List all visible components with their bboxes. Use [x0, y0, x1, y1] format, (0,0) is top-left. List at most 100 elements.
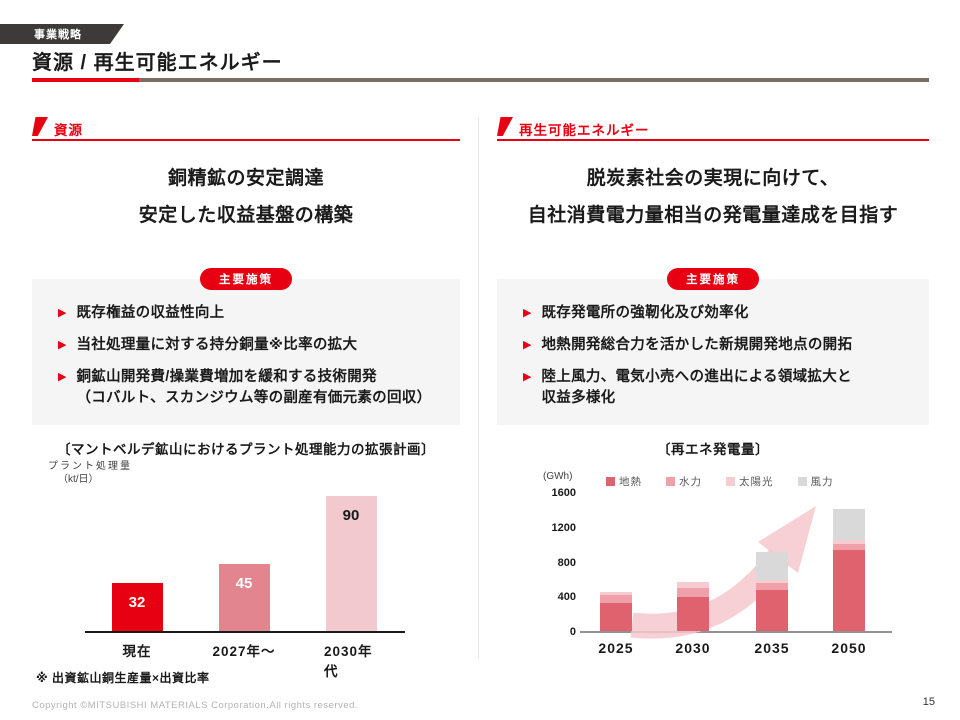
legend-label: 太陽光 — [739, 476, 774, 488]
segment-太陽光 — [756, 579, 788, 584]
title-underline — [32, 78, 929, 82]
title-underline-red — [32, 78, 139, 82]
left-chart-ylabel-unit: （kt/日） — [58, 474, 99, 485]
bullet-text-line: 当社処理量に対する持分銅量※比率の拡大 — [76, 337, 358, 353]
right-chart-title: 〔再エネ発電量〕 — [657, 442, 769, 457]
segment-太陽光 — [833, 539, 865, 545]
bullet-item: ▶ 地熱開発総合力を活かした新規開発地点の開拓 — [523, 335, 919, 356]
right-chart-xaxis-labels: 2025 2030 2035 2050 — [580, 640, 892, 660]
right-measures-badge: 主要施策 — [667, 268, 759, 290]
bullet-triangle-icon: ▶ — [523, 307, 532, 319]
bullet-text-line: 銅鉱山開発費/操業費増加を緩和する技術開発 — [76, 369, 377, 385]
segment-水力 — [677, 588, 709, 597]
legend-swatch-icon — [666, 477, 675, 486]
xaxis-label: 2035 — [754, 640, 790, 656]
right-key-message-line1: 脱炭素社会の実現に向けて、 — [586, 168, 840, 189]
right-section-header: 再生可能エネルギー — [497, 116, 929, 140]
bullet-text: 既存権益の収益性向上 — [76, 303, 224, 324]
bullet-text: 地熱開発総合力を活かした新規開発地点の開拓 — [541, 335, 852, 356]
bar-2027年〜: 45 — [218, 563, 270, 631]
legend-item-地熱: 地熱 — [606, 474, 642, 489]
yaxis-tick-label: 1600 — [551, 487, 576, 499]
title-underline-brown — [139, 78, 929, 82]
bullet-item: ▶ 銅鉱山開発費/操業費増加を緩和する技術開発 （コバルト、スカンジウム等の副産有価… — [58, 367, 450, 409]
right-measures-box: ▶ 既存発電所の強靭化及び効率化 ▶ 地熱開発総合力を活かした新規開発地点の開拓 ▶ 陸上… — [497, 279, 929, 425]
right-measures-badge-label: 主要施策 — [686, 274, 740, 286]
legend-label: 地熱 — [619, 476, 642, 488]
column-divider — [478, 118, 479, 658]
segment-地熱 — [833, 550, 865, 631]
stacked-bar-2030 — [677, 582, 709, 631]
legend-item-風力: 風力 — [797, 474, 834, 489]
red-flag-icon — [32, 117, 48, 136]
bullet-text: 既存発電所の強靭化及び効率化 — [541, 303, 748, 324]
page-number: 15 — [922, 696, 935, 708]
bullet-text-line: 地熱開発総合力を活かした新規開発地点の開拓 — [541, 337, 853, 353]
legend-label: 風力 — [810, 476, 834, 488]
xaxis-label: 2025 — [598, 640, 634, 656]
stacked-bar-2025 — [600, 591, 632, 631]
legend-swatch-icon — [726, 477, 735, 486]
bullet-text-line: 既存権益の収益性向上 — [76, 305, 225, 321]
segment-太陽光 — [600, 591, 632, 596]
page-title: 資源 / 再生可能エネルギー — [32, 52, 283, 74]
left-measures-badge-label: 主要施策 — [219, 274, 273, 286]
copyright-text: Copyright ©MITSUBISHI MATERIALS Corporat… — [32, 700, 359, 711]
bullet-triangle-icon: ▶ — [58, 371, 67, 383]
segment-水力 — [833, 544, 865, 551]
right-key-message-line2: 自社消費電力量相当の発電量達成を目指す — [527, 205, 899, 226]
segment-水力 — [756, 583, 788, 591]
right-chart-unit-label: (GWh) — [543, 471, 573, 482]
red-flag-icon — [497, 117, 513, 136]
section-tag-label: 事業戦略 — [34, 29, 82, 41]
bullet-text: 陸上風力、電気小売への進出による領域拡大と 収益多様化 — [541, 367, 851, 409]
legend-label: 水力 — [679, 476, 702, 488]
left-bullet-list: ▶ 既存権益の収益性向上 ▶ 当社処理量に対する持分銅量※比率の拡大 ▶ 銅鉱山開発費/操… — [58, 303, 450, 409]
stacked-bar-2035 — [756, 551, 788, 631]
section-tag: 事業戦略 — [0, 24, 124, 44]
left-section-underline — [32, 139, 460, 141]
bullet-triangle-icon: ▶ — [58, 339, 67, 351]
segment-風力 — [833, 509, 865, 540]
segment-太陽光 — [677, 582, 709, 588]
bullet-text-line: 既存発電所の強靭化及び効率化 — [541, 305, 749, 321]
stacked-bar-2050 — [833, 509, 865, 631]
yaxis-tick-label: 400 — [557, 591, 576, 604]
bullet-text: 当社処理量に対する持分銅量※比率の拡大 — [76, 335, 357, 356]
xaxis-label: 2050 — [831, 640, 867, 656]
bar-value-label: 45 — [235, 574, 253, 592]
bullet-text-line: 収益多様化 — [541, 390, 616, 406]
legend-item-太陽光: 太陽光 — [726, 474, 774, 489]
legend-swatch-icon — [797, 477, 807, 486]
left-chart-ylabel-text: プラント処理量 — [48, 461, 132, 472]
yaxis-tick-label: 0 — [569, 626, 576, 638]
bar-value-label: 90 — [342, 507, 360, 524]
bullet-item: ▶ 当社処理量に対する持分銅量※比率の拡大 — [58, 335, 450, 356]
left-key-message: 銅精鉱の安定調達 安定した収益基盤の構築 — [32, 160, 460, 234]
footnote: ※ 出資鉱山銅生産量×出資比率 — [36, 671, 210, 685]
left-measures-box: ▶ 既存権益の収益性向上 ▶ 当社処理量に対する持分銅量※比率の拡大 ▶ 銅鉱山開発費/操… — [32, 279, 460, 425]
bar-value-label: 32 — [128, 594, 146, 611]
left-key-message-line1: 銅精鉱の安定調達 — [167, 168, 324, 189]
bullet-text-line: 陸上風力、電気小売への進出による領域拡大と — [541, 369, 852, 385]
left-key-message-line2: 安定した収益基盤の構築 — [138, 205, 354, 226]
right-chart-plot — [580, 494, 892, 639]
left-chart-title: 〔マントベルデ鉱山におけるプラント処理能力の拡張計画〕 — [57, 442, 435, 457]
bullet-triangle-icon: ▶ — [523, 339, 532, 351]
right-key-message: 脱炭素社会の実現に向けて、 自社消費電力量相当の発電量達成を目指す — [497, 160, 929, 234]
bullet-item: ▶ 既存発電所の強靭化及び効率化 — [523, 303, 919, 324]
left-chart-xaxis-labels: 現在 2027年〜 2030年代 — [85, 640, 405, 679]
segment-地熱 — [677, 596, 709, 631]
yaxis-tick-label: 800 — [557, 556, 576, 569]
bullet-triangle-icon: ▶ — [523, 371, 532, 383]
bullet-item: ▶ 既存権益の収益性向上 — [58, 303, 450, 324]
bullet-triangle-icon: ▶ — [58, 307, 67, 319]
segment-地熱 — [756, 590, 788, 631]
bullet-text-line: （コバルト、スカンジウム等の副産有価元素の回収） — [76, 390, 432, 406]
left-section-header: 資源 — [32, 116, 460, 140]
left-chart-ylabel: プラント処理量 （kt/日） — [48, 460, 132, 486]
xaxis-label: 2030年代 — [324, 644, 373, 679]
right-section-label: 再生可能エネルギー — [519, 123, 650, 138]
bar-2030年代: 90 — [325, 496, 377, 631]
bullet-text: 銅鉱山開発費/操業費増加を緩和する技術開発 （コバルト、スカンジウム等の副産有価元… — [76, 367, 431, 409]
